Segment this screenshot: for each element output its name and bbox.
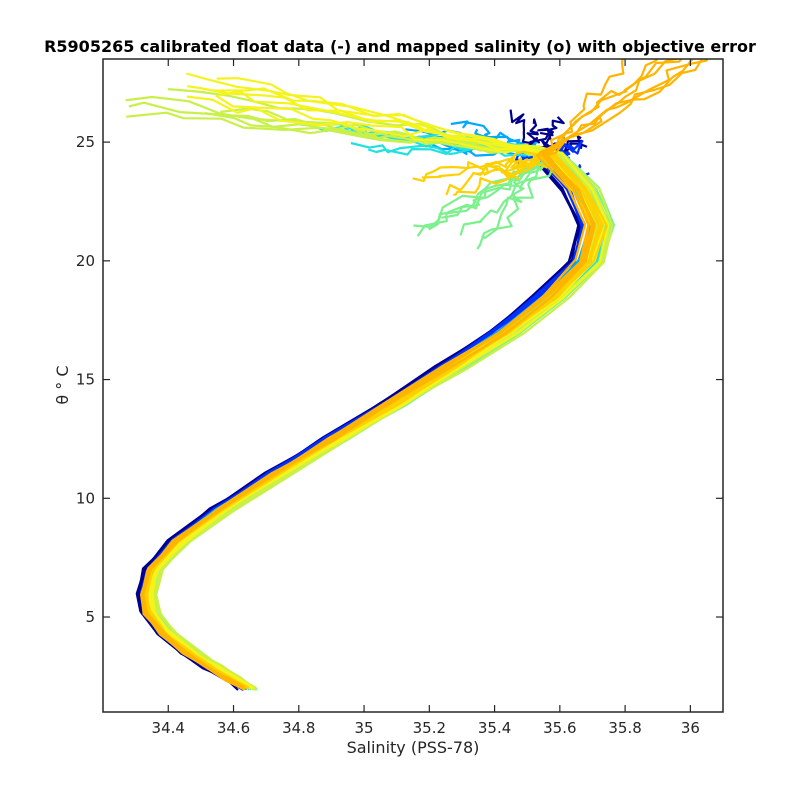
profile-line-series-4 xyxy=(152,153,614,691)
y-axis: 5 10 15 20 25 xyxy=(76,133,723,626)
x-tick-label: 35.2 xyxy=(413,719,446,737)
profile-line-series-4 xyxy=(152,151,615,691)
x-axis-title: Salinity (PSS-78) xyxy=(347,738,480,757)
chart-title: R5905265 calibrated float data (-) and m… xyxy=(44,37,756,56)
x-tick-label: 34.6 xyxy=(217,719,250,737)
profile-lines xyxy=(125,59,709,691)
x-tick-label: 36 xyxy=(681,719,700,737)
profile-line-series-5 xyxy=(155,114,599,689)
profile-line-series-4 xyxy=(151,152,609,691)
plot-area-frame xyxy=(102,58,724,713)
y-tick-label: 10 xyxy=(76,489,95,507)
y-tick-label: 20 xyxy=(76,252,95,270)
profile-line-series-0 xyxy=(137,116,580,688)
profile-line-series-2 xyxy=(142,128,598,689)
profile-line-series-2 xyxy=(143,128,591,690)
y-tick-label: 25 xyxy=(76,133,95,151)
profile-line-series-6 xyxy=(151,87,610,690)
x-axis: 34.4 34.6 34.8 35 35.2 35.4 35.6 35.8 36 xyxy=(152,59,700,737)
x-tick-label: 34.8 xyxy=(282,719,315,737)
profile-line-series-3 xyxy=(145,123,596,691)
y-axis-title: θ ° C xyxy=(53,365,72,404)
profile-line-series-6 xyxy=(147,95,605,688)
profile-line-series-2 xyxy=(140,120,594,690)
profile-line-series-5 xyxy=(153,88,611,690)
y-tick-label: 15 xyxy=(76,371,95,389)
x-tick-label: 35.8 xyxy=(608,719,641,737)
profile-line-series-0 xyxy=(137,127,601,688)
profile-line-series-3 xyxy=(148,122,602,688)
profile-line-series-5 xyxy=(128,101,605,691)
profile-line-series-5 xyxy=(125,95,609,691)
profile-line-series-8 xyxy=(142,59,709,691)
profile-line-series-5 xyxy=(154,107,610,691)
profile-line-series-6 xyxy=(147,94,602,690)
y-tick-label: 5 xyxy=(85,608,95,626)
profile-line-series-4 xyxy=(150,153,613,688)
x-tick-label: 35.6 xyxy=(543,719,576,737)
x-tick-label: 34.4 xyxy=(152,719,185,737)
profile-line-series-0 xyxy=(138,118,582,690)
profile-line-series-8 xyxy=(140,59,625,689)
profile-line-series-4 xyxy=(151,153,613,691)
x-tick-label: 35.4 xyxy=(478,719,511,737)
x-tick-label: 35 xyxy=(355,719,374,737)
profile-line-series-4 xyxy=(153,154,606,691)
profile-line-series-5 xyxy=(126,111,599,690)
profile-line-series-8 xyxy=(141,59,681,689)
